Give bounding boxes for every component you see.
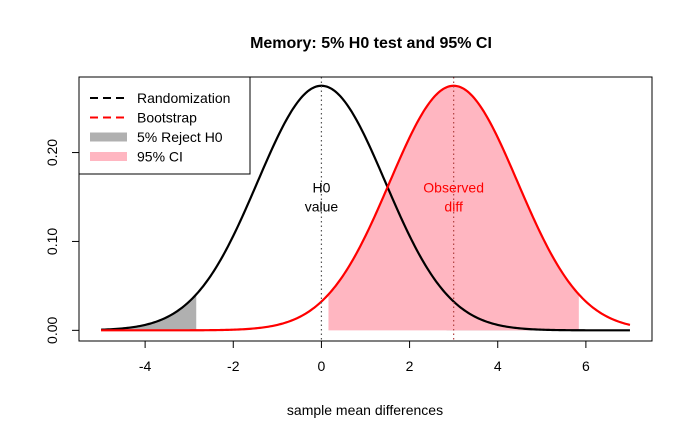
x-axis-label: sample mean differences xyxy=(287,402,443,418)
shaded-region-0-0 xyxy=(101,294,197,331)
annotation-0-line-1: value xyxy=(305,199,339,215)
annotation-1-line-0: Observed xyxy=(423,180,484,196)
annotation-1-line-1: diff xyxy=(444,199,463,215)
legend-label: 95% CI xyxy=(137,149,183,165)
legend: Randomization Bootstrap 5% Reject H0 95% CI xyxy=(78,76,251,175)
x-tick-label: 4 xyxy=(494,358,502,374)
annotation-0-line-0: H0 xyxy=(312,180,330,196)
x-tick-label: -2 xyxy=(227,358,240,374)
x-axis: -4 -2 0 2 4 6 xyxy=(139,340,590,374)
x-tick-label: 6 xyxy=(582,358,590,374)
x-tick-label: 0 xyxy=(318,358,326,374)
series-line-0 xyxy=(101,84,630,332)
plot-area: H0 value Observed diff xyxy=(101,77,631,341)
legend-label: Bootstrap xyxy=(137,110,197,126)
x-tick-label: 2 xyxy=(406,358,414,374)
legend-label: Randomization xyxy=(137,90,230,106)
x-tick-label: -4 xyxy=(139,358,152,374)
y-tick-label: 0.10 xyxy=(44,228,60,255)
legend-label: 5% Reject H0 xyxy=(137,129,223,145)
series-line-1 xyxy=(101,84,631,332)
chart-title: Memory: 5% H0 test and 95% CI xyxy=(250,35,492,52)
y-axis: 0.00 0.10 0.20 xyxy=(44,139,80,344)
y-tick-label: 0.00 xyxy=(44,316,60,343)
y-tick-label: 0.20 xyxy=(44,139,60,166)
